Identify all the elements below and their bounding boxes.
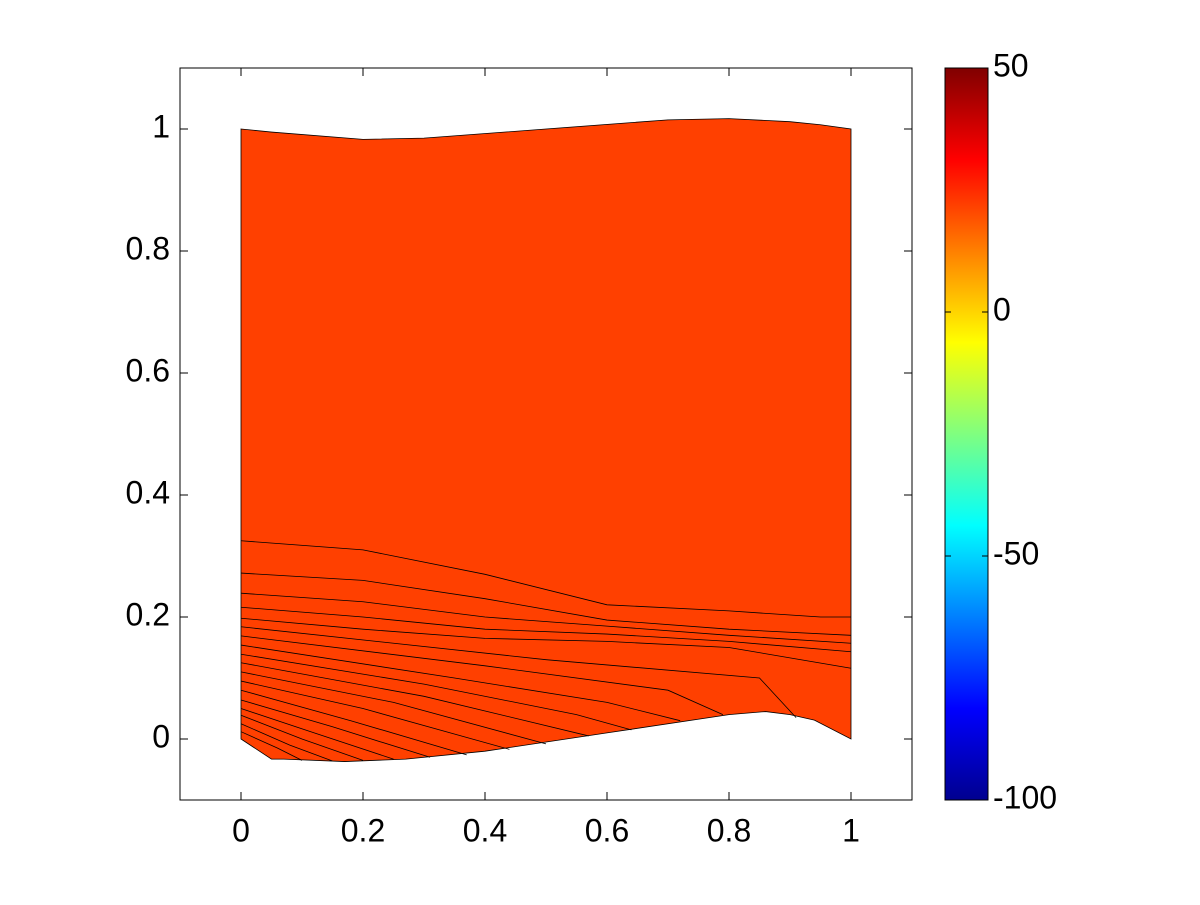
contour-line <box>240 592 852 644</box>
x-tick-label: 0 <box>232 812 250 848</box>
contour-line <box>240 606 852 653</box>
contour-line <box>240 714 364 761</box>
boundary-line <box>240 118 852 762</box>
colorbar-tick-label: -50 <box>993 535 1039 571</box>
x-tick-label: 0.4 <box>463 812 507 848</box>
contour-line <box>240 680 510 750</box>
contour-line <box>240 644 681 722</box>
y-tick-label: 0.2 <box>126 596 170 632</box>
colorbar-tick-label: 0 <box>993 291 1011 327</box>
y-tick-label: 1 <box>152 108 170 144</box>
y-tick-label: 0.8 <box>126 230 170 266</box>
x-tick-label: 0.8 <box>707 812 751 848</box>
contour-line <box>240 699 431 758</box>
contour-line <box>240 635 724 715</box>
x-tick-label: 1 <box>842 812 860 848</box>
contour-line <box>240 662 589 737</box>
contour-line <box>240 731 303 761</box>
contour-line <box>240 723 333 762</box>
x-tick-label: 0.6 <box>585 812 629 848</box>
contour-line <box>240 708 394 760</box>
contour-line <box>240 653 632 731</box>
filled-region <box>241 118 851 762</box>
contour-line <box>240 626 797 718</box>
colorbar <box>944 67 989 801</box>
colorbar-tick-label: -100 <box>993 779 1057 815</box>
contour-line <box>240 671 547 745</box>
contour-line <box>240 617 852 669</box>
y-tick-label: 0 <box>152 718 170 754</box>
y-tick-label: 0.4 <box>126 474 170 510</box>
y-tick-label: 0.6 <box>126 352 170 388</box>
axes-box <box>179 67 913 801</box>
contour-line <box>240 689 467 756</box>
plot <box>240 118 852 762</box>
contour-line <box>240 572 852 636</box>
x-tick-label: 0.2 <box>341 812 385 848</box>
contour-line <box>240 540 851 618</box>
colorbar-tick-label: 50 <box>993 47 1029 83</box>
